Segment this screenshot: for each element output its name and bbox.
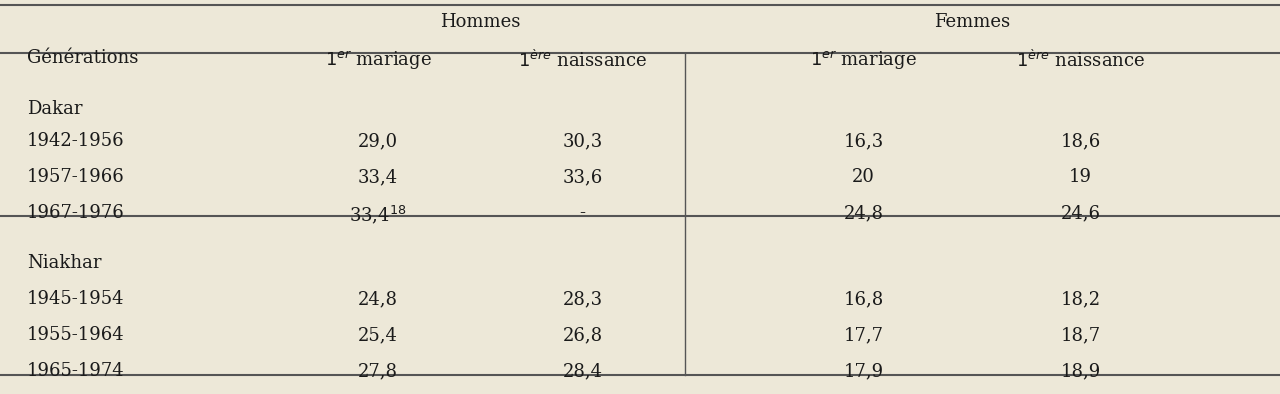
- Text: 26,8: 26,8: [562, 326, 603, 344]
- Text: Dakar: Dakar: [27, 100, 82, 117]
- Text: 25,4: 25,4: [358, 326, 398, 344]
- Text: 33,4$^{18}$: 33,4$^{18}$: [349, 204, 407, 226]
- Text: 33,6: 33,6: [562, 168, 603, 186]
- Text: Femmes: Femmes: [934, 13, 1010, 31]
- Text: 1957-1966: 1957-1966: [27, 168, 124, 186]
- Text: 16,3: 16,3: [844, 132, 883, 150]
- Text: 17,9: 17,9: [844, 362, 883, 380]
- Text: -: -: [580, 204, 585, 222]
- Text: 20: 20: [852, 168, 876, 186]
- Text: 27,8: 27,8: [358, 362, 398, 380]
- Text: 30,3: 30,3: [562, 132, 603, 150]
- Text: 1965-1974: 1965-1974: [27, 362, 124, 380]
- Text: 28,4: 28,4: [562, 362, 603, 380]
- Text: $1^{er}$ mariage: $1^{er}$ mariage: [325, 49, 431, 72]
- Text: $1^{ère}$ naissance: $1^{ère}$ naissance: [518, 49, 648, 71]
- Text: 24,6: 24,6: [1061, 204, 1101, 222]
- Text: 1942-1956: 1942-1956: [27, 132, 124, 150]
- Text: 18,7: 18,7: [1061, 326, 1101, 344]
- Text: 1955-1964: 1955-1964: [27, 326, 124, 344]
- Text: 24,8: 24,8: [844, 204, 883, 222]
- Text: 19: 19: [1069, 168, 1092, 186]
- Text: 17,7: 17,7: [844, 326, 883, 344]
- Text: 18,2: 18,2: [1061, 290, 1101, 308]
- Text: 1967-1976: 1967-1976: [27, 204, 124, 222]
- Text: 33,4: 33,4: [358, 168, 398, 186]
- Text: 18,9: 18,9: [1061, 362, 1101, 380]
- Text: $1^{ère}$ naissance: $1^{ère}$ naissance: [1016, 49, 1146, 71]
- Text: Hommes: Hommes: [440, 13, 521, 31]
- Text: 1945-1954: 1945-1954: [27, 290, 124, 308]
- Text: 24,8: 24,8: [358, 290, 398, 308]
- Text: Générations: Générations: [27, 49, 138, 67]
- Text: 29,0: 29,0: [358, 132, 398, 150]
- Text: 18,6: 18,6: [1061, 132, 1101, 150]
- Text: Niakhar: Niakhar: [27, 254, 101, 272]
- Text: 28,3: 28,3: [562, 290, 603, 308]
- Text: 16,8: 16,8: [844, 290, 883, 308]
- Text: $1^{er}$ mariage: $1^{er}$ mariage: [810, 49, 916, 72]
